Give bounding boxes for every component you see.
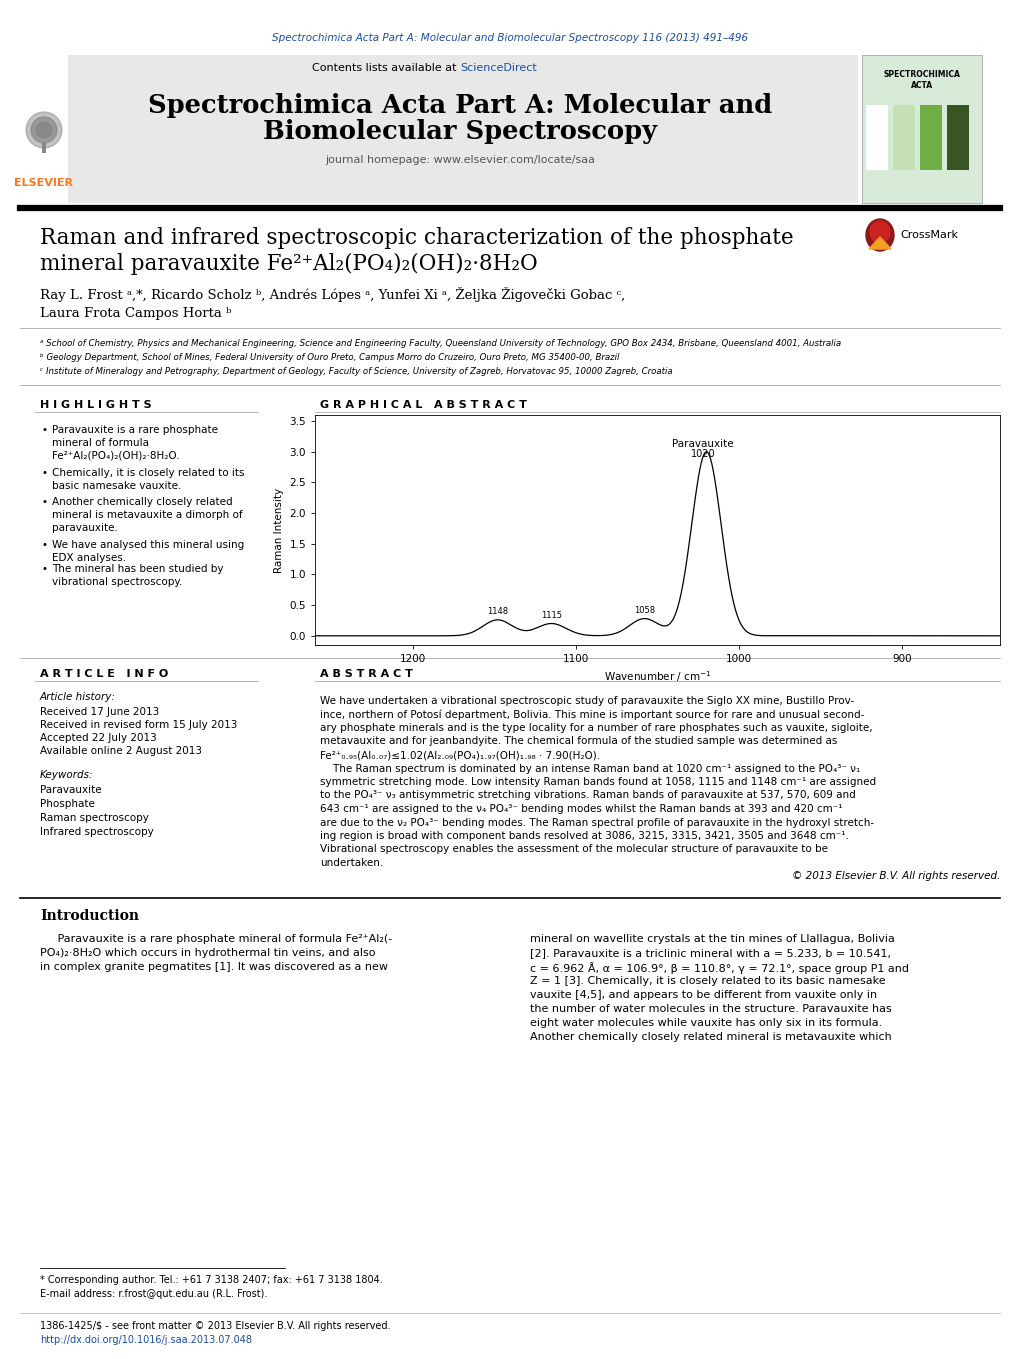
Text: Received in revised form 15 July 2013: Received in revised form 15 July 2013 (40, 720, 237, 730)
Text: © 2013 Elsevier B.V. All rights reserved.: © 2013 Elsevier B.V. All rights reserved… (791, 871, 999, 881)
Text: Laura Frota Campos Horta ᵇ: Laura Frota Campos Horta ᵇ (40, 307, 231, 321)
Text: Vibrational spectroscopy enables the assessment of the molecular structure of pa: Vibrational spectroscopy enables the ass… (320, 844, 827, 855)
Text: * Corresponding author. Tel.: +61 7 3138 2407; fax: +61 7 3138 1804.: * Corresponding author. Tel.: +61 7 3138… (40, 1275, 382, 1286)
Text: Contents lists available at: Contents lists available at (312, 63, 460, 73)
Text: Introduction: Introduction (40, 909, 139, 923)
Text: Chemically, it is closely related to its: Chemically, it is closely related to its (52, 467, 245, 478)
Text: A B S T R A C T: A B S T R A C T (320, 669, 413, 680)
Polygon shape (868, 236, 891, 249)
Text: to the PO₄³⁻ ν₃ antisymmetric stretching vibrations. Raman bands of paravauxite : to the PO₄³⁻ ν₃ antisymmetric stretching… (320, 791, 855, 800)
Text: G R A P H I C A L   A B S T R A C T: G R A P H I C A L A B S T R A C T (320, 400, 527, 410)
Text: ᵃ School of Chemistry, Physics and Mechanical Engineering, Science and Engineeri: ᵃ School of Chemistry, Physics and Mecha… (40, 338, 841, 348)
Text: eight water molecules while vauxite has only six in its formula.: eight water molecules while vauxite has … (530, 1018, 881, 1027)
Text: vauxite [4,5], and appears to be different from vauxite only in: vauxite [4,5], and appears to be differe… (530, 989, 876, 1000)
Text: ince, northern of Potosí department, Bolivia. This mine is important source for : ince, northern of Potosí department, Bol… (320, 709, 863, 720)
Text: We have undertaken a vibrational spectroscopic study of paravauxite the Siglo XX: We have undertaken a vibrational spectro… (320, 696, 854, 705)
Text: basic namesake vauxite.: basic namesake vauxite. (52, 481, 181, 491)
Bar (861, 54, 981, 202)
Text: E-mail address: r.frost@qut.edu.au (R.L. Frost).: E-mail address: r.frost@qut.edu.au (R.L.… (40, 1288, 267, 1299)
Text: Article history:: Article history: (40, 692, 116, 703)
Text: in complex granite pegmatites [1]. It was discovered as a new: in complex granite pegmatites [1]. It wa… (40, 962, 387, 972)
Text: 1115: 1115 (540, 610, 561, 620)
Text: Received 17 June 2013: Received 17 June 2013 (40, 707, 159, 718)
Text: mineral of formula: mineral of formula (52, 438, 149, 448)
Text: mineral on wavellite crystals at the tin mines of Llallagua, Bolivia: mineral on wavellite crystals at the tin… (530, 934, 894, 945)
Text: Spectrochimica Acta Part A: Molecular and Biomolecular Spectroscopy 116 (2013) 4: Spectrochimica Acta Part A: Molecular an… (272, 33, 747, 43)
Text: symmetric stretching mode. Low intensity Raman bands found at 1058, 1115 and 114: symmetric stretching mode. Low intensity… (320, 777, 875, 787)
Text: ᵇ Geology Department, School of Mines, Federal University of Ouro Preto, Campus : ᵇ Geology Department, School of Mines, F… (40, 352, 619, 361)
Text: Another chemically closely related mineral is metavauxite which: Another chemically closely related miner… (530, 1031, 891, 1042)
Text: We have analysed this mineral using: We have analysed this mineral using (52, 540, 244, 550)
Text: •: • (42, 497, 48, 507)
Circle shape (36, 122, 52, 139)
Text: CrossMark: CrossMark (899, 230, 957, 241)
Text: c = 6.962 Å, α = 106.9°, β = 110.8°, γ = 72.1°, space group P1 and: c = 6.962 Å, α = 106.9°, β = 110.8°, γ =… (530, 962, 908, 974)
Text: Fe²⁺Al₂(PO₄)₂(OH)₂·8H₂O.: Fe²⁺Al₂(PO₄)₂(OH)₂·8H₂O. (52, 451, 179, 461)
Circle shape (31, 117, 57, 143)
Text: Accepted 22 July 2013: Accepted 22 July 2013 (40, 733, 157, 743)
Text: •: • (42, 564, 48, 573)
Text: Keywords:: Keywords: (40, 771, 94, 780)
Text: the number of water molecules in the structure. Paravauxite has: the number of water molecules in the str… (530, 1004, 891, 1014)
Text: journal homepage: www.elsevier.com/locate/saa: journal homepage: www.elsevier.com/locat… (325, 155, 594, 164)
Y-axis label: Raman Intensity: Raman Intensity (273, 488, 283, 572)
Text: Infrared spectroscopy: Infrared spectroscopy (40, 828, 154, 837)
Text: Paravauxite: Paravauxite (672, 439, 734, 448)
Bar (20, 54, 68, 202)
Text: paravauxite.: paravauxite. (52, 523, 118, 533)
Bar (865, 105, 888, 170)
Bar (68, 54, 857, 202)
Text: •: • (42, 467, 48, 478)
Ellipse shape (865, 219, 893, 251)
Text: 643 cm⁻¹ are assigned to the ν₄ PO₄³⁻ bending modes whilst the Raman bands at 39: 643 cm⁻¹ are assigned to the ν₄ PO₄³⁻ be… (320, 805, 842, 814)
Text: Biomolecular Spectroscopy: Biomolecular Spectroscopy (263, 120, 656, 144)
Ellipse shape (869, 222, 890, 243)
Text: Raman spectroscopy: Raman spectroscopy (40, 813, 149, 824)
Text: 1020: 1020 (690, 450, 714, 459)
Text: SPECTROCHIMICA
ACTA: SPECTROCHIMICA ACTA (882, 69, 960, 90)
Text: undertaken.: undertaken. (320, 858, 383, 868)
Text: metavauxite and for jeanbandyite. The chemical formula of the studied sample was: metavauxite and for jeanbandyite. The ch… (320, 737, 837, 746)
Bar (42, 143, 46, 154)
Bar (946, 105, 968, 170)
Text: http://dx.doi.org/10.1016/j.saa.2013.07.048: http://dx.doi.org/10.1016/j.saa.2013.07.… (40, 1335, 252, 1345)
Text: The Raman spectrum is dominated by an intense Raman band at 1020 cm⁻¹ assigned t: The Raman spectrum is dominated by an in… (320, 764, 859, 773)
Text: 1386-1425/$ - see front matter © 2013 Elsevier B.V. All rights reserved.: 1386-1425/$ - see front matter © 2013 El… (40, 1321, 390, 1330)
Text: 1148: 1148 (487, 607, 507, 616)
Text: A R T I C L E   I N F O: A R T I C L E I N F O (40, 669, 168, 680)
Text: mineral paravauxite Fe²⁺Al₂(PO₄)₂(OH)₂·8H₂O: mineral paravauxite Fe²⁺Al₂(PO₄)₂(OH)₂·8… (40, 253, 537, 275)
Text: ᶜ Institute of Mineralogy and Petrography, Department of Geology, Faculty of Sci: ᶜ Institute of Mineralogy and Petrograph… (40, 367, 672, 375)
Text: 1058: 1058 (633, 606, 654, 614)
Text: Phosphate: Phosphate (40, 799, 95, 809)
Bar (892, 105, 914, 170)
Text: The mineral has been studied by: The mineral has been studied by (52, 564, 223, 573)
Text: are due to the ν₂ PO₄³⁻ bending modes. The Raman spectral profile of paravauxite: are due to the ν₂ PO₄³⁻ bending modes. T… (320, 818, 873, 828)
Text: Z = 1 [3]. Chemically, it is closely related to its basic namesake: Z = 1 [3]. Chemically, it is closely rel… (530, 976, 884, 987)
Text: Ray L. Frost ᵃ,*, Ricardo Scholz ᵇ, Andrés Lópes ᵃ, Yunfei Xi ᵃ, Željka Žigovečk: Ray L. Frost ᵃ,*, Ricardo Scholz ᵇ, Andr… (40, 287, 625, 302)
Text: vibrational spectroscopy.: vibrational spectroscopy. (52, 578, 182, 587)
Text: H I G H L I G H T S: H I G H L I G H T S (40, 400, 152, 410)
Text: EDX analyses.: EDX analyses. (52, 553, 126, 563)
Text: ary phosphate minerals and is the type locality for a number of rare phosphates : ary phosphate minerals and is the type l… (320, 723, 872, 733)
Text: ELSEVIER: ELSEVIER (14, 178, 73, 188)
Text: [2]. Paravauxite is a triclinic mineral with a = 5.233, b = 10.541,: [2]. Paravauxite is a triclinic mineral … (530, 949, 891, 958)
Text: Fe²⁺₀.₉₅(Al₀.₀₇)≤1.02(Al₂.₀₉(PO₄)₁.₉₇(OH)₁.₉₈ · 7.90(H₂O).: Fe²⁺₀.₉₅(Al₀.₀₇)≤1.02(Al₂.₀₉(PO₄)₁.₉₇(OH… (320, 750, 599, 760)
Text: Raman and infrared spectroscopic characterization of the phosphate: Raman and infrared spectroscopic charact… (40, 227, 793, 249)
Text: Another chemically closely related: Another chemically closely related (52, 497, 232, 507)
Circle shape (25, 111, 62, 148)
Text: Spectrochimica Acta Part A: Molecular and: Spectrochimica Acta Part A: Molecular an… (148, 92, 771, 117)
Bar (919, 105, 942, 170)
Text: Paravauxite: Paravauxite (40, 786, 102, 795)
Text: •: • (42, 540, 48, 550)
Text: mineral is metavauxite a dimorph of: mineral is metavauxite a dimorph of (52, 510, 243, 520)
Text: ScienceDirect: ScienceDirect (460, 63, 536, 73)
Text: Paravauxite is a rare phosphate mineral of formula Fe²⁺Al₂(-: Paravauxite is a rare phosphate mineral … (40, 934, 392, 945)
X-axis label: Wavenumber / cm$^{-1}$: Wavenumber / cm$^{-1}$ (603, 670, 710, 685)
Text: ing region is broad with component bands resolved at 3086, 3215, 3315, 3421, 350: ing region is broad with component bands… (320, 830, 848, 841)
Text: •: • (42, 425, 48, 435)
Text: Paravauxite is a rare phosphate: Paravauxite is a rare phosphate (52, 425, 218, 435)
Text: Available online 2 August 2013: Available online 2 August 2013 (40, 746, 202, 756)
Text: PO₄)₂·8H₂O which occurs in hydrothermal tin veins, and also: PO₄)₂·8H₂O which occurs in hydrothermal … (40, 949, 375, 958)
